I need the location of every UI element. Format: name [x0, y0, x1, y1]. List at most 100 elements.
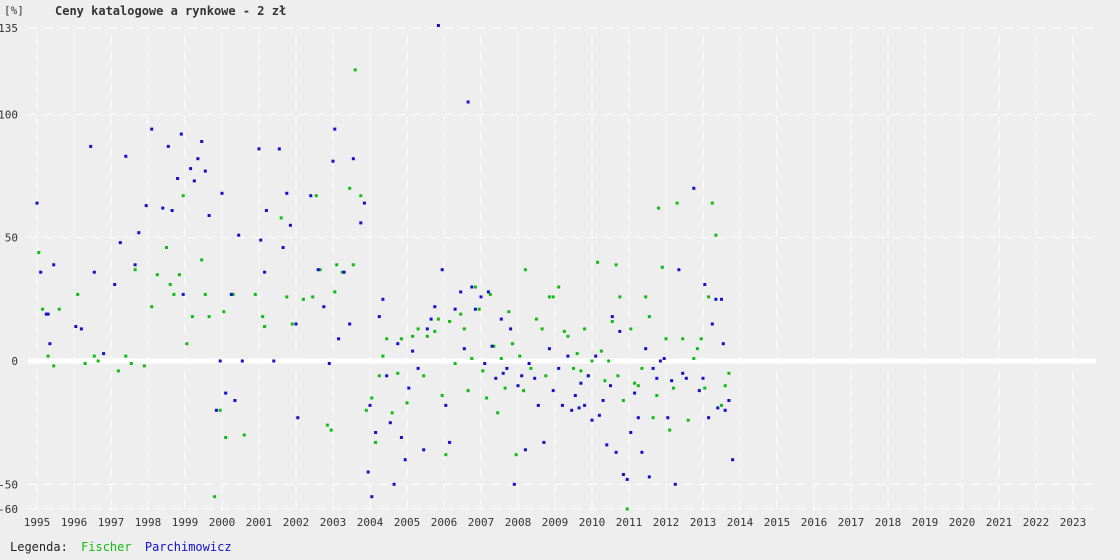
- point-parchimowicz: [509, 327, 513, 331]
- x-tick-label: 2022: [1023, 516, 1050, 529]
- point-fischer: [636, 384, 640, 388]
- point-parchimowicz: [470, 285, 474, 289]
- point-fischer: [629, 327, 633, 331]
- point-fischer: [318, 268, 322, 272]
- x-tick-label: 2002: [283, 516, 310, 529]
- point-fischer: [374, 440, 378, 444]
- point-parchimowicz: [203, 169, 207, 173]
- point-fischer: [168, 283, 172, 286]
- point-parchimowicz: [597, 413, 601, 417]
- x-tick-label: 2000: [209, 516, 236, 529]
- point-parchimowicz: [651, 366, 655, 370]
- point-fischer: [335, 263, 339, 267]
- point-fischer: [440, 394, 444, 397]
- point-fischer: [599, 349, 603, 353]
- point-fischer: [535, 317, 538, 321]
- point-parchimowicz: [296, 416, 300, 420]
- point-parchimowicz: [692, 186, 696, 190]
- point-fischer: [657, 206, 661, 210]
- x-tick-label: 2021: [986, 516, 1013, 529]
- point-parchimowicz: [102, 352, 106, 356]
- point-parchimowicz: [385, 374, 389, 378]
- point-parchimowicz: [259, 238, 263, 242]
- point-fischer: [481, 369, 485, 373]
- point-parchimowicz: [272, 359, 276, 363]
- x-tick-label: 2011: [616, 516, 643, 529]
- point-parchimowicz: [609, 384, 612, 388]
- y-unit-label: [%]: [4, 4, 24, 17]
- point-fischer: [279, 216, 283, 220]
- point-parchimowicz: [462, 347, 466, 351]
- y-tick-label: 0: [11, 355, 18, 368]
- point-fischer: [381, 354, 385, 358]
- point-parchimowicz: [407, 386, 411, 390]
- point-parchimowicz: [570, 408, 574, 412]
- point-parchimowicz: [179, 132, 183, 136]
- point-parchimowicz: [366, 470, 370, 474]
- x-tick-label: 2017: [838, 516, 865, 529]
- point-parchimowicz: [579, 381, 583, 385]
- point-parchimowicz: [577, 406, 581, 410]
- point-parchimowicz: [46, 312, 50, 316]
- point-fischer: [499, 357, 503, 360]
- point-fischer: [92, 354, 96, 358]
- point-parchimowicz: [381, 297, 385, 301]
- point-fischer: [714, 233, 718, 237]
- point-fischer: [453, 362, 457, 365]
- x-tick-label: 1999: [172, 516, 199, 529]
- point-parchimowicz: [218, 359, 222, 363]
- point-parchimowicz: [483, 362, 487, 365]
- point-parchimowicz: [170, 209, 174, 212]
- x-tick-label: 1996: [61, 516, 88, 529]
- point-fischer: [625, 507, 629, 511]
- point-parchimowicz: [74, 325, 78, 328]
- x-tick-label: 2013: [690, 516, 717, 529]
- point-parchimowicz: [214, 408, 218, 412]
- point-fischer: [496, 411, 500, 415]
- point-fischer: [155, 273, 159, 277]
- y-tick-label: 135: [0, 22, 18, 35]
- point-parchimowicz: [658, 359, 662, 363]
- point-fischer: [207, 315, 211, 319]
- point-fischer: [720, 403, 723, 407]
- point-parchimowicz: [644, 347, 648, 351]
- point-fischer: [116, 369, 120, 373]
- point-parchimowicz: [723, 408, 727, 412]
- point-parchimowicz: [633, 391, 637, 395]
- point-fischer: [385, 337, 389, 341]
- point-fischer: [544, 374, 548, 378]
- point-parchimowicz: [79, 327, 83, 331]
- x-tick-label: 2004: [357, 516, 384, 529]
- point-fischer: [523, 268, 527, 272]
- point-fischer: [359, 194, 363, 198]
- point-fischer: [488, 292, 492, 296]
- point-fischer: [647, 315, 651, 319]
- point-parchimowicz: [499, 317, 503, 321]
- point-parchimowicz: [655, 376, 659, 380]
- point-fischer: [492, 344, 496, 348]
- point-parchimowicz: [388, 421, 392, 425]
- point-fischer: [710, 201, 714, 205]
- point-parchimowicz: [166, 144, 170, 148]
- x-tick-label: 2020: [949, 516, 976, 529]
- point-parchimowicz: [44, 312, 48, 316]
- point-parchimowicz: [399, 436, 403, 439]
- point-fischer: [668, 428, 672, 432]
- point-parchimowicz: [701, 376, 705, 380]
- point-parchimowicz: [703, 283, 707, 286]
- point-parchimowicz: [348, 322, 352, 326]
- point-fischer: [124, 354, 128, 358]
- x-tick-label: 2019: [912, 516, 939, 529]
- point-fischer: [590, 359, 594, 363]
- point-parchimowicz: [392, 482, 396, 486]
- point-parchimowicz: [586, 374, 590, 378]
- point-parchimowicz: [133, 263, 137, 267]
- point-fischer: [263, 325, 267, 328]
- point-parchimowicz: [551, 389, 555, 393]
- point-fischer: [473, 285, 477, 289]
- x-tick-label: 2012: [653, 516, 680, 529]
- point-parchimowicz: [264, 209, 268, 212]
- point-parchimowicz: [677, 268, 681, 272]
- point-parchimowicz: [309, 194, 313, 198]
- point-fischer: [399, 337, 403, 341]
